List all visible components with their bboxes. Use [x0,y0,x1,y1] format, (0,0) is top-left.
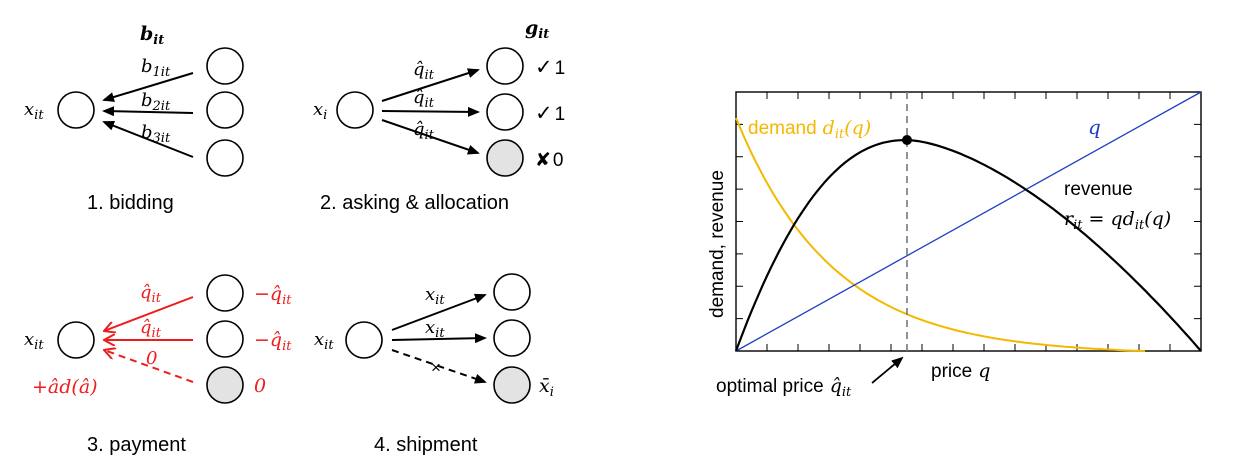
panel1-left-node [57,91,95,129]
panel-asking-allocation: git xi q̂it q̂it q̂it ✓ 1 ✓ 1 ✘ 0 2. asking… [313,17,565,214]
panel2-right-node-3 [486,139,524,177]
panel4-right-node-2 [493,319,531,357]
panel2-outcome-2: ✓ 1 [535,102,565,125]
revenue-formula: rit = qdit(q) [1064,208,1171,233]
panel3-edge-label-3: 0 [146,348,157,369]
panel4-right-node-3 [493,366,531,404]
panel4-edge-label-2: xit [425,317,445,341]
chart-ylabel: demand, revenue [707,170,728,318]
panel2-edge-label-2: q̂it [413,87,435,111]
panel2-outcome-3: ✘ 0 [535,150,564,171]
panel3-edge-1 [104,296,194,331]
panel2-edge-label-1: q̂it [413,59,435,83]
panel3-edge-label-2: q̂it [140,317,162,341]
panel3-edge-label-1: q̂it [140,282,162,306]
panel-bidding: bit xit b1it b2it b3it 1. bidding [24,23,244,214]
q-line [735,91,1202,352]
demand-curve [735,117,1145,352]
panel3-bottom-left: +âd(â) [32,376,98,398]
panel3-edge-3 [104,350,194,383]
panel2-right-node-1 [486,47,524,85]
panel4-left-node-label: xit [314,329,334,353]
panel2-edge-2 [381,106,480,117]
panel4-right-label: x̄i [539,375,554,400]
panel3-caption: 3. payment [87,434,186,456]
panel3-right-node-1 [206,274,244,312]
panel1-edge-1 [102,72,194,102]
panel3-right-node-2 [206,320,244,358]
panel2-edge-3 [381,119,480,155]
panel1-right-node-3 [206,139,244,177]
panel2-edge-label-3: q̂it [413,119,435,143]
panel1-header: bit [140,23,164,48]
chart-ticks [736,92,1201,351]
demand-label: demand dit(q) [748,117,871,142]
panel4-caption: 4. shipment [374,434,478,456]
panel3-right-label-1: −q̂it [254,283,292,308]
revenue-curve [734,138,1202,352]
panel3-right-label-3: 0 [254,375,266,397]
panel1-right-node-2 [206,91,244,129]
panel2-left-node [336,91,374,129]
panel2-header: git [525,17,549,42]
panel2-left-node-label: xi [313,99,327,123]
panel1-caption: 1. bidding [87,192,174,214]
panel1-edge-label-2: b2it [141,90,171,114]
panel2-edge-1 [381,68,480,102]
panel4-left-node [345,321,383,359]
panel4-right-node-1 [493,273,531,311]
optimal-price-arrow [871,356,904,384]
panel1-edge-2 [102,106,194,117]
panel4-edge-1 [391,293,487,331]
panel-shipment: xit xit xit × x̄i 4. shipment [314,273,554,456]
panel3-left-node-label: xit [24,329,44,353]
panel2-outcome-1: ✓ 1 [535,56,565,79]
panel1-edge-label-3: b3it [141,122,171,146]
panel1-edge-label-1: b1it [141,56,171,80]
revenue-chart: demand, revenue demand dit(q) q revenue r… [707,91,1202,400]
panel2-caption: 2. asking & allocation [320,192,509,214]
panel3-left-node [57,321,95,359]
price-label: price q [931,360,990,382]
revenue-peak-marker [902,135,912,145]
panel4-edge-2 [391,333,487,344]
panel3-right-node-3 [206,366,244,404]
panel4-edge-label-1: xit [425,284,445,308]
panel1-left-node-label: xit [24,99,44,123]
panel3-right-label-2: −q̂it [254,329,292,354]
panel2-right-node-2 [486,93,524,131]
panel-payment: xit q̂it q̂it 0 −q̂it −q̂it 0 +âd(â) 3. … [24,274,292,456]
revenue-label: revenue [1064,179,1133,200]
q-line-label: q [1088,115,1101,139]
optimal-price-label: optimal price q̂it [716,375,852,400]
panel1-edge-3 [102,121,194,158]
panel4-edge-3 [391,349,487,384]
panel4-cross-mark: × [431,358,441,377]
panel1-right-node-1 [206,47,244,85]
